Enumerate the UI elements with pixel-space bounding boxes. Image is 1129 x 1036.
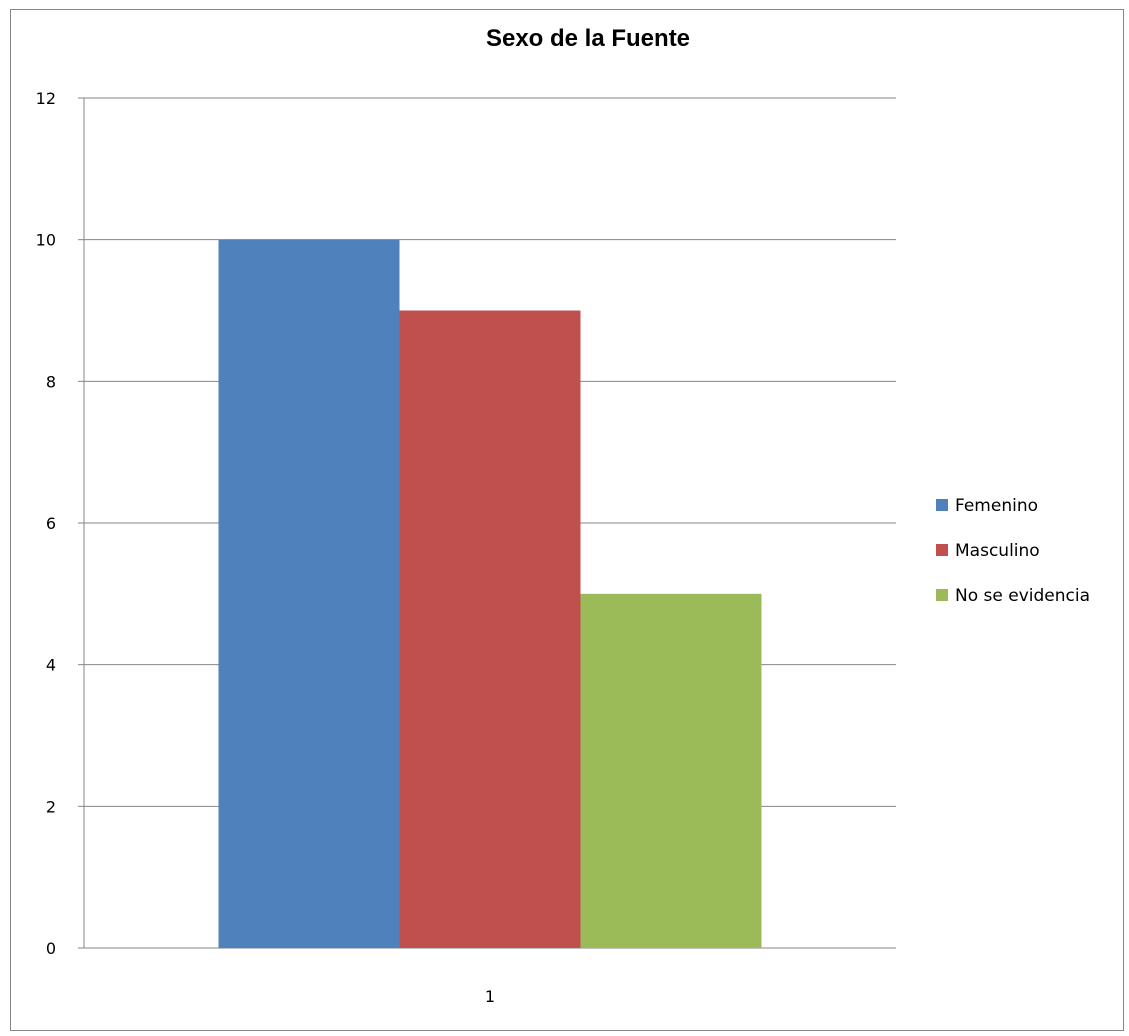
x-tick-labels: 1 (485, 987, 495, 1006)
y-tick-label: 8 (46, 372, 56, 391)
legend: Femenino Masculino No se evidencia (936, 496, 1090, 606)
y-tick-label: 6 (46, 514, 56, 533)
legend-swatch (936, 544, 948, 556)
bars (218, 239, 762, 948)
y-tick-label: 12 (36, 89, 56, 108)
y-tick-label: 4 (46, 656, 56, 675)
legend-swatch (936, 499, 948, 511)
legend-swatch (936, 589, 948, 601)
chart-title: Sexo de la Fuente (486, 25, 690, 52)
bar-masculino (399, 310, 581, 948)
y-tick-labels: 0 2 4 6 8 10 12 (36, 89, 56, 958)
y-tick-label: 0 (46, 939, 56, 958)
x-tick-label: 1 (485, 987, 495, 1006)
legend-label: No se evidencia (955, 586, 1090, 606)
bar-femenino (218, 239, 400, 948)
y-tick-label: 10 (36, 231, 56, 250)
legend-label: Masculino (955, 541, 1040, 561)
bar-no-se-evidencia (580, 593, 762, 948)
legend-label: Femenino (955, 496, 1038, 516)
y-tick-label: 2 (46, 797, 56, 816)
